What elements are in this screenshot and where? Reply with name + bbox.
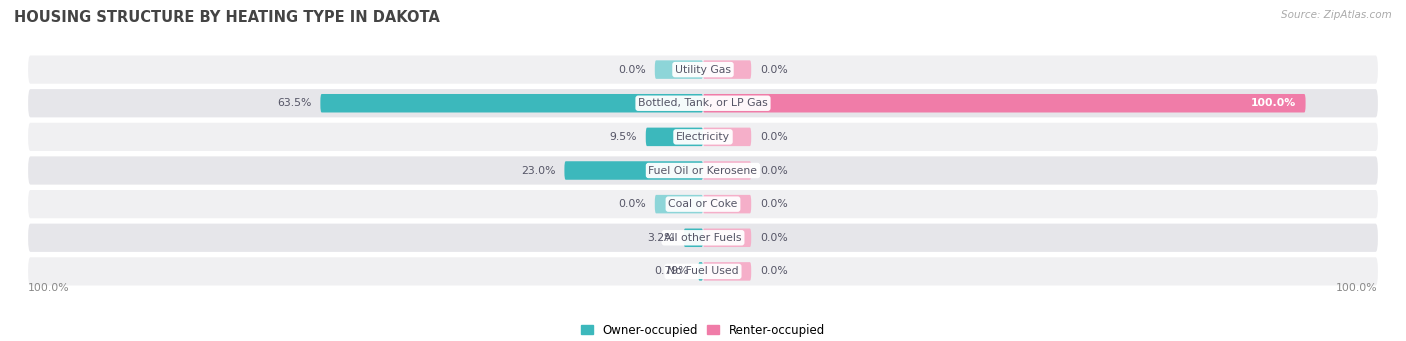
FancyBboxPatch shape — [655, 195, 703, 213]
FancyBboxPatch shape — [703, 161, 751, 180]
FancyBboxPatch shape — [28, 190, 1378, 218]
Text: 63.5%: 63.5% — [277, 98, 311, 108]
Text: 3.2%: 3.2% — [647, 233, 675, 243]
Text: Source: ZipAtlas.com: Source: ZipAtlas.com — [1281, 10, 1392, 20]
Text: 0.0%: 0.0% — [761, 64, 787, 75]
FancyBboxPatch shape — [28, 56, 1378, 84]
Text: Fuel Oil or Kerosene: Fuel Oil or Kerosene — [648, 165, 758, 176]
Text: 0.0%: 0.0% — [761, 266, 787, 277]
Text: 0.0%: 0.0% — [619, 199, 645, 209]
FancyBboxPatch shape — [655, 60, 703, 79]
Legend: Owner-occupied, Renter-occupied: Owner-occupied, Renter-occupied — [576, 319, 830, 341]
FancyBboxPatch shape — [703, 94, 1306, 113]
Text: 100.0%: 100.0% — [1251, 98, 1296, 108]
FancyBboxPatch shape — [28, 224, 1378, 252]
Text: 0.0%: 0.0% — [619, 64, 645, 75]
Text: 0.0%: 0.0% — [761, 233, 787, 243]
Text: 0.79%: 0.79% — [655, 266, 689, 277]
Text: Electricity: Electricity — [676, 132, 730, 142]
FancyBboxPatch shape — [703, 228, 751, 247]
FancyBboxPatch shape — [703, 128, 751, 146]
FancyBboxPatch shape — [321, 94, 703, 113]
FancyBboxPatch shape — [699, 262, 703, 281]
Text: 0.0%: 0.0% — [761, 132, 787, 142]
FancyBboxPatch shape — [703, 60, 751, 79]
FancyBboxPatch shape — [703, 262, 751, 281]
FancyBboxPatch shape — [564, 161, 703, 180]
Text: 23.0%: 23.0% — [520, 165, 555, 176]
FancyBboxPatch shape — [703, 195, 751, 213]
Text: 0.0%: 0.0% — [761, 199, 787, 209]
FancyBboxPatch shape — [28, 89, 1378, 117]
Text: Bottled, Tank, or LP Gas: Bottled, Tank, or LP Gas — [638, 98, 768, 108]
Text: HOUSING STRUCTURE BY HEATING TYPE IN DAKOTA: HOUSING STRUCTURE BY HEATING TYPE IN DAK… — [14, 10, 440, 25]
Text: 9.5%: 9.5% — [609, 132, 637, 142]
Text: Utility Gas: Utility Gas — [675, 64, 731, 75]
FancyBboxPatch shape — [28, 157, 1378, 184]
Text: 100.0%: 100.0% — [1336, 283, 1378, 293]
FancyBboxPatch shape — [28, 123, 1378, 151]
FancyBboxPatch shape — [645, 128, 703, 146]
Text: All other Fuels: All other Fuels — [664, 233, 742, 243]
Text: Coal or Coke: Coal or Coke — [668, 199, 738, 209]
FancyBboxPatch shape — [28, 257, 1378, 285]
FancyBboxPatch shape — [683, 228, 703, 247]
Text: 100.0%: 100.0% — [28, 283, 70, 293]
Text: 0.0%: 0.0% — [761, 165, 787, 176]
Text: No Fuel Used: No Fuel Used — [668, 266, 738, 277]
